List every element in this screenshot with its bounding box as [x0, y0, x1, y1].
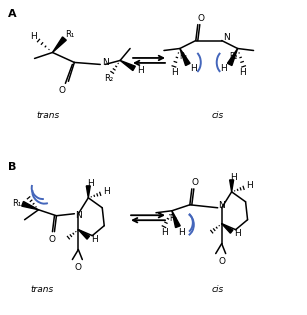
Text: H: H: [172, 68, 178, 77]
Text: R₁: R₁: [170, 214, 178, 223]
Text: O: O: [218, 257, 225, 266]
Polygon shape: [222, 224, 233, 233]
Text: trans: trans: [31, 285, 54, 294]
Text: H: H: [230, 173, 237, 182]
Text: cis: cis: [212, 111, 224, 120]
Text: N: N: [223, 33, 230, 42]
Text: A: A: [8, 9, 16, 19]
Text: N: N: [218, 201, 225, 210]
Polygon shape: [180, 49, 190, 66]
Polygon shape: [172, 211, 180, 227]
Text: O: O: [75, 263, 82, 272]
Text: H: H: [91, 235, 98, 244]
Text: trans: trans: [37, 111, 60, 120]
Text: H: H: [178, 228, 185, 237]
Text: H: H: [239, 68, 246, 77]
Text: N: N: [75, 211, 82, 220]
Polygon shape: [227, 49, 238, 66]
Text: H: H: [220, 64, 227, 73]
Text: H: H: [246, 181, 253, 190]
Text: B: B: [8, 162, 16, 172]
Text: H: H: [87, 179, 94, 188]
Polygon shape: [52, 37, 66, 53]
Text: R₁: R₁: [65, 30, 74, 39]
Text: H: H: [234, 229, 241, 238]
Polygon shape: [230, 180, 234, 192]
Text: R₂: R₂: [229, 52, 238, 61]
Text: cis: cis: [212, 285, 224, 294]
Text: R₁: R₁: [180, 52, 188, 61]
Text: O: O: [49, 235, 56, 244]
Text: H: H: [103, 187, 110, 196]
Text: R₂: R₂: [104, 74, 113, 83]
Text: O: O: [59, 86, 66, 95]
Text: O: O: [191, 178, 198, 187]
Text: H: H: [30, 32, 37, 41]
Text: H: H: [137, 66, 143, 75]
Text: N: N: [102, 58, 109, 67]
Polygon shape: [120, 60, 135, 71]
Polygon shape: [78, 230, 90, 239]
Polygon shape: [22, 202, 38, 210]
Polygon shape: [86, 186, 90, 198]
Text: H: H: [161, 228, 168, 237]
Text: O: O: [197, 14, 204, 23]
Text: R₁: R₁: [12, 199, 21, 208]
Text: H: H: [190, 64, 197, 73]
